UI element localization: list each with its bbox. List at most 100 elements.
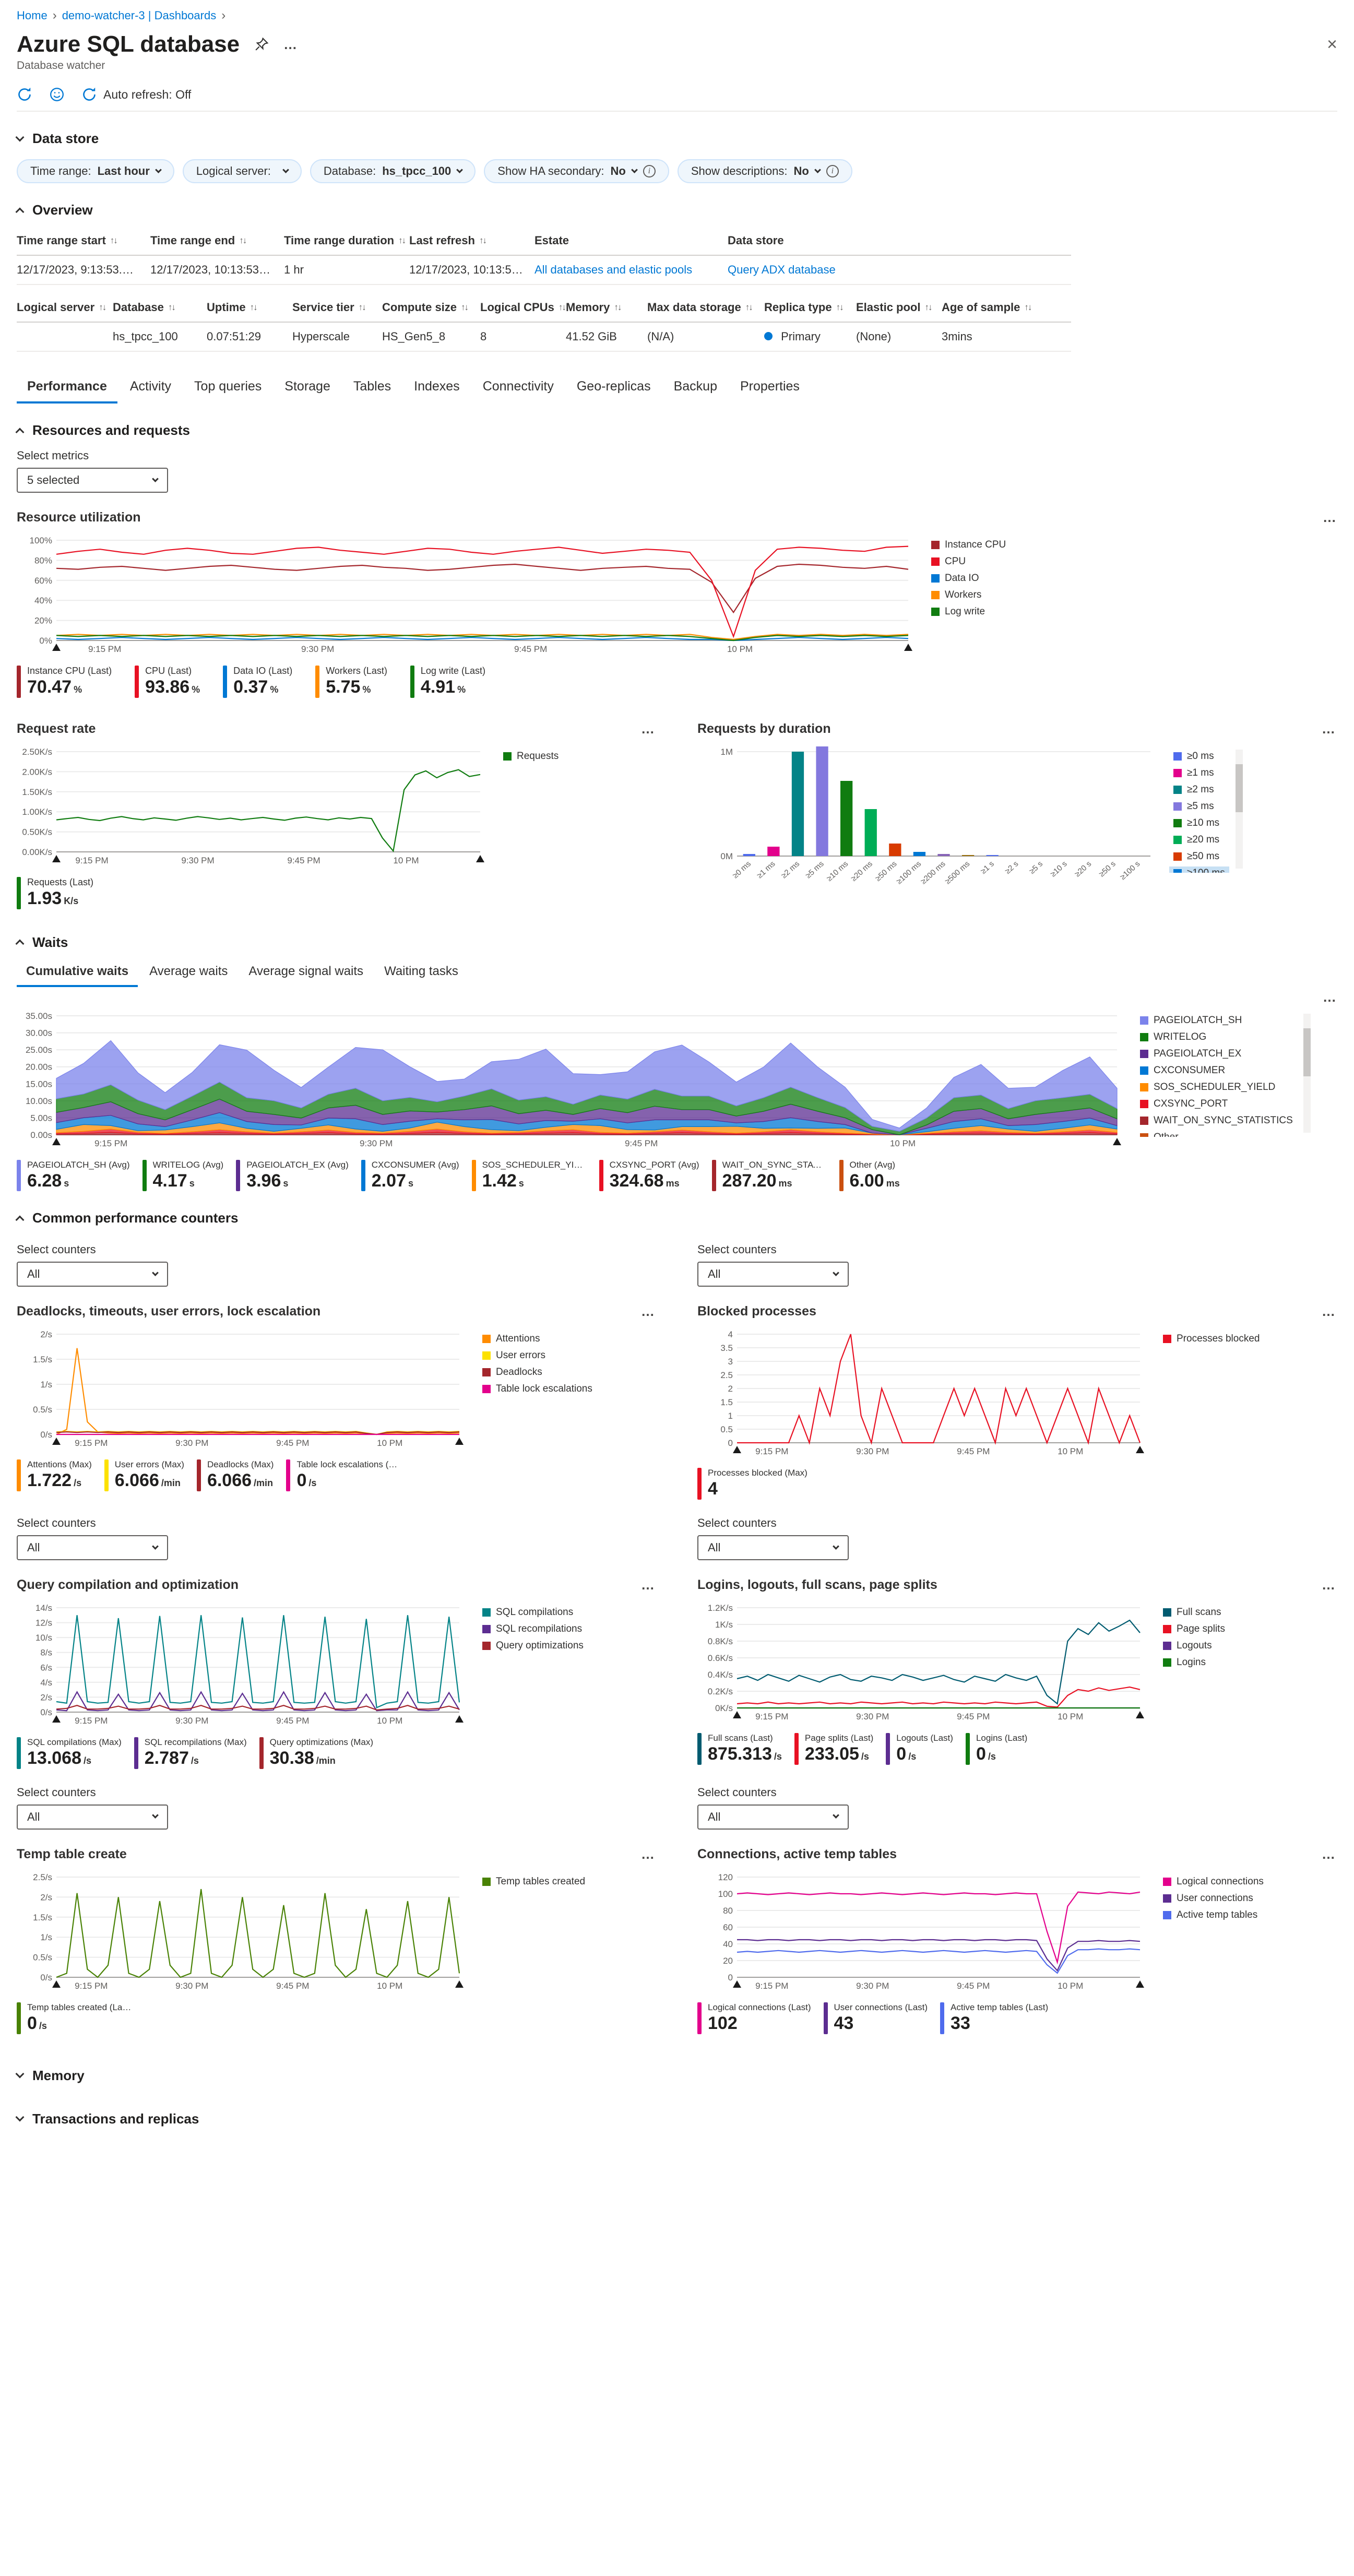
waits-tab[interactable]: Waiting tasks (384, 964, 458, 978)
tab[interactable]: Connectivity (482, 379, 554, 394)
breadcrumb-dashboards[interactable]: demo-watcher-3 | Dashboards (62, 9, 217, 22)
chart-more-options-icon[interactable]: … (641, 720, 656, 737)
filter-pill[interactable]: Logical server: i (182, 159, 302, 183)
blocked-processes-chart[interactable]: 4 3.5 3 2.5 2 1.5 1 0.5 0 9:15 PM 9:30 PM 9:45 PM 10… (697, 1328, 1146, 1459)
legend-item[interactable]: CXSYNC_PORT (1136, 1097, 1297, 1111)
legend-item[interactable]: Page splits (1159, 1622, 1229, 1636)
chart-more-options-icon[interactable]: … (641, 1577, 656, 1593)
legend-item[interactable]: Instance CPU (927, 538, 1010, 552)
column-header[interactable]: Service tier ↑↓ (292, 301, 366, 314)
legend-item[interactable]: PAGEIOLATCH_EX (1136, 1047, 1297, 1061)
pin-icon[interactable] (254, 37, 269, 52)
request-rate-chart[interactable]: 2.50K/s 2.00K/s 1.50K/s 1.00K/s 0.50K/s 0.00K… (17, 745, 486, 869)
legend-item[interactable]: SQL recompilations (478, 1622, 588, 1636)
requests-by-duration-chart[interactable]: 1M 0M≥0 ms ≥1 ms ≥2 ms ≥5 ms≥10 ms≥20 ms ≥50 … (697, 745, 1157, 892)
section-transactions-and-replicas[interactable]: Transactions and replicas (15, 2111, 1337, 2127)
section-data-store[interactable]: Data store (15, 130, 1337, 147)
column-header[interactable]: Last refresh ↑↓ (409, 234, 487, 247)
select-counters-dropdown-4[interactable]: All (697, 1535, 849, 1561)
logins-logouts-chart[interactable]: 1.2K/s 1K/s 0.8K/s 0.6K/s 0.4K/s 0.2K/s 0K/s 9:… (697, 1601, 1146, 1725)
feedback-button[interactable] (49, 87, 65, 102)
refresh-button[interactable] (17, 87, 32, 102)
legend-item[interactable]: Other (1136, 1131, 1297, 1137)
select-counters-dropdown-3[interactable]: All (17, 1535, 168, 1561)
legend-item[interactable]: ≥1 ms (1169, 766, 1229, 780)
legend-item[interactable]: WAIT_ON_SYNC_STATISTICS (1136, 1114, 1297, 1127)
chart-more-options-icon[interactable]: … (641, 1303, 656, 1320)
filter-pill[interactable]: Show HA secondary: No i (484, 159, 669, 183)
legend-scrollbar[interactable] (1235, 749, 1243, 869)
legend-item[interactable]: Query optimizations (478, 1639, 588, 1653)
column-header[interactable]: Time range duration ↑↓ (284, 234, 406, 247)
filter-pill[interactable]: Show descriptions: No i (677, 159, 852, 183)
legend-scrollbar[interactable] (1303, 1013, 1311, 1133)
tab[interactable]: Tables (353, 379, 391, 394)
legend-item[interactable]: SQL compilations (478, 1606, 588, 1619)
legend-item[interactable]: ≥5 ms (1169, 800, 1229, 813)
chart-more-options-icon[interactable]: … (641, 1846, 656, 1862)
column-header[interactable]: Elastic pool ↑↓ (856, 301, 932, 314)
column-header[interactable]: Uptime ↑↓ (207, 301, 257, 314)
legend-item[interactable]: ≥50 ms (1169, 850, 1229, 863)
legend-item[interactable]: Workers (927, 588, 1010, 602)
select-metrics-dropdown[interactable]: 5 selected (17, 468, 168, 493)
tab[interactable]: Storage (284, 379, 330, 394)
column-header[interactable]: Logical CPUs ↑↓ (480, 301, 566, 314)
legend-item[interactable]: User connections (1159, 1892, 1268, 1905)
legend-item[interactable]: Data IO (927, 572, 1010, 585)
legend-item[interactable]: Table lock escalations (478, 1382, 597, 1396)
legend-item[interactable]: Full scans (1159, 1606, 1229, 1619)
scrollbar-thumb[interactable] (1235, 764, 1243, 812)
select-counters-dropdown-6[interactable]: All (697, 1804, 849, 1830)
chart-more-options-icon[interactable]: … (1322, 1303, 1336, 1320)
deadlocks-chart[interactable]: 2/s 1.5/s 1/s 0.5/s 0/s 9:15 PM 9:30 PM 9:45 PM… (17, 1328, 466, 1451)
scrollbar-thumb[interactable] (1303, 1028, 1311, 1076)
select-counters-dropdown-1[interactable]: All (17, 1262, 168, 1287)
legend-item[interactable]: Deadlocks (478, 1366, 597, 1379)
waits-tab[interactable]: Average signal waits (248, 964, 364, 978)
info-icon[interactable]: i (826, 165, 839, 177)
tab[interactable]: Properties (740, 379, 800, 394)
legend-item[interactable]: Temp tables created (478, 1875, 589, 1889)
legend-item[interactable]: Requests (499, 750, 563, 763)
column-header[interactable]: Compute size ↑↓ (382, 301, 469, 314)
close-icon[interactable]: × (1327, 34, 1337, 54)
column-header[interactable]: Replica type ↑↓ (764, 301, 844, 314)
column-header[interactable]: Memory ↑↓ (566, 301, 622, 314)
column-header[interactable]: Estate ↑↓ (535, 234, 569, 247)
legend-item[interactable]: ≥100 ms (1169, 866, 1229, 873)
legend-item[interactable]: PAGEIOLATCH_SH (1136, 1014, 1297, 1027)
column-header[interactable]: Data store ↑↓ (728, 234, 784, 247)
legend-item[interactable]: Log write (927, 605, 1010, 619)
column-header[interactable]: Max data storage ↑↓ (647, 301, 753, 314)
legend-item[interactable]: WRITELOG (1136, 1030, 1297, 1044)
tab[interactable]: Performance (17, 371, 117, 403)
column-header[interactable]: Time range start ↑↓ (17, 234, 118, 247)
legend-item[interactable]: Active temp tables (1159, 1908, 1268, 1922)
legend-item[interactable]: SOS_SCHEDULER_YIELD (1136, 1081, 1297, 1094)
legend-item[interactable]: ≥2 ms (1169, 783, 1229, 797)
legend-item[interactable]: Logical connections (1159, 1875, 1268, 1889)
resource-utilization-chart[interactable]: 100% 80% 60% 40% 20% 0% 9:15 PM 9:30 PM 9:45 PM 1… (17, 534, 914, 657)
column-header[interactable]: Time range end ↑↓ (150, 234, 247, 247)
query-compilation-chart[interactable]: 14/s 12/s 10/s 8/s 6/s 4/s 2/s 0/s 9:15 PM 9:30 P… (17, 1601, 466, 1729)
chart-more-options-icon[interactable]: … (1322, 720, 1336, 737)
chart-more-options-icon[interactable]: … (1323, 509, 1337, 525)
legend-item[interactable]: User errors (478, 1349, 597, 1362)
tab[interactable]: Backup (673, 379, 717, 394)
chart-more-options-icon[interactable]: … (1322, 1846, 1336, 1862)
legend-item[interactable]: Processes blocked (1159, 1332, 1264, 1346)
tab[interactable]: Indexes (414, 379, 460, 394)
legend-item[interactable]: Logouts (1159, 1639, 1229, 1653)
legend-item[interactable]: ≥10 ms (1169, 816, 1229, 830)
section-memory[interactable]: Memory (15, 2068, 1337, 2084)
section-common-performance-counters[interactable]: Common performance counters (15, 1210, 1337, 1226)
column-header[interactable]: Logical server ↑↓ (17, 301, 106, 314)
page-more-options-icon[interactable]: … (283, 36, 299, 52)
legend-item[interactable]: ≥0 ms (1169, 750, 1229, 763)
tab[interactable]: Activity (129, 379, 172, 394)
column-header[interactable]: Age of sample ↑↓ (942, 301, 1032, 314)
waits-tab[interactable]: Cumulative waits (17, 957, 138, 987)
auto-refresh-toggle[interactable]: Auto refresh: Off (81, 87, 191, 102)
legend-item[interactable]: CPU (927, 555, 1010, 568)
